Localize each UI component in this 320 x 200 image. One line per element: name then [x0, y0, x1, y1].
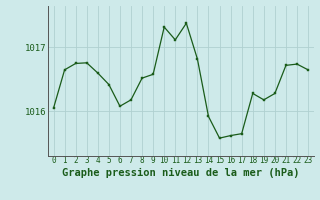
X-axis label: Graphe pression niveau de la mer (hPa): Graphe pression niveau de la mer (hPa) — [62, 168, 300, 178]
